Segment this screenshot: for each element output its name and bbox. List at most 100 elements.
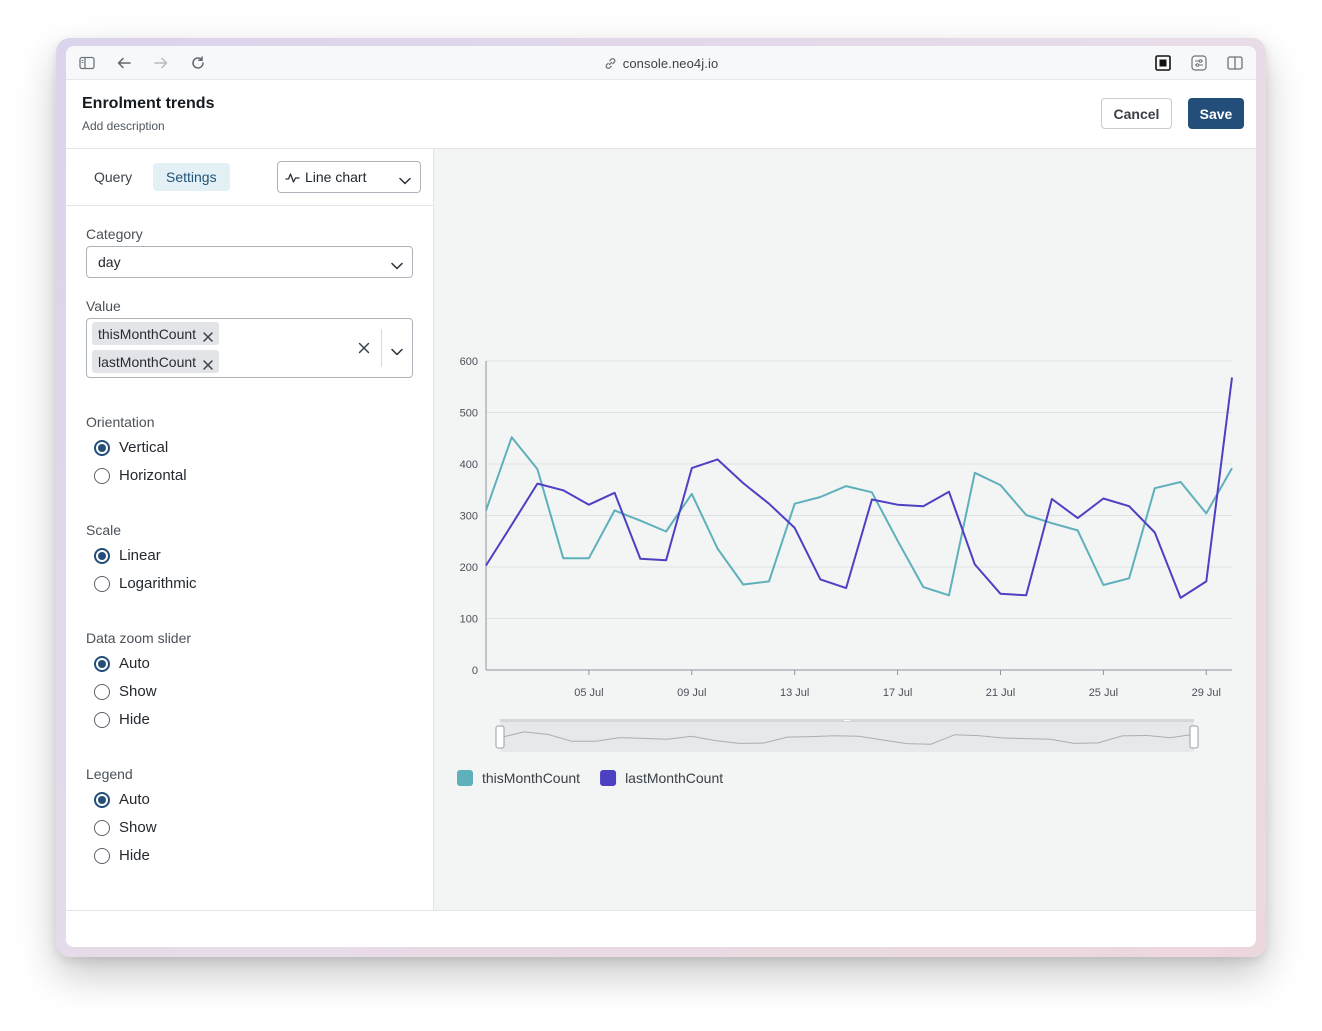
chart-type-value: Line chart <box>305 169 367 185</box>
radio-circle[interactable] <box>94 575 110 592</box>
link-icon <box>604 57 617 73</box>
series-line-thisMonthCount <box>485 436 1233 597</box>
radio-scale-linear[interactable]: Linear <box>94 547 161 564</box>
radio-label: Linear <box>119 547 161 564</box>
grid-lines <box>485 360 1232 671</box>
data-zoom-slider[interactable] <box>495 719 1199 752</box>
orientation-label: Orientation <box>86 414 155 430</box>
address-bar[interactable]: console.neo4j.io <box>66 56 1256 73</box>
y-tick-label: 100 <box>460 614 478 626</box>
page-title[interactable]: Enrolment trends <box>82 95 215 112</box>
radio-orientation-horizontal[interactable]: Horizontal <box>94 467 187 484</box>
radio-circle[interactable] <box>94 791 110 808</box>
chevron-down-icon <box>399 172 411 188</box>
radio-legend-auto[interactable]: Auto <box>94 791 150 808</box>
zoom-preview-line <box>499 731 1195 745</box>
radio-label: Show <box>119 819 157 836</box>
x-tick-label: 05 Jul <box>574 687 603 699</box>
x-axis-ticks: 05 Jul 09 Jul 13 Jul 17 Jul 21 Jul 25 Jul 29 J… <box>574 670 1221 699</box>
save-button[interactable]: Save <box>1188 98 1244 129</box>
legend-swatch <box>457 770 473 786</box>
radio-zoom-auto[interactable]: Auto <box>94 655 150 672</box>
footer-bar <box>66 910 1256 947</box>
frame-icon[interactable] <box>1155 55 1171 71</box>
settings-panel: Query Settings Line chart Category day V… <box>66 149 434 910</box>
category-value: day <box>98 254 121 270</box>
y-axis-ticks: 0 100 200 300 400 500 600 <box>460 356 478 677</box>
tab-query[interactable]: Query <box>94 169 133 185</box>
radio-zoom-hide[interactable]: Hide <box>94 711 150 728</box>
line-chart-icon <box>285 171 300 183</box>
x-tick-label: 17 Jul <box>883 687 912 699</box>
zoom-handle-right[interactable] <box>1189 725 1199 749</box>
radio-legend-show[interactable]: Show <box>94 819 157 836</box>
zoom-label: Data zoom slider <box>86 630 192 646</box>
add-description-link[interactable]: Add description <box>82 119 165 133</box>
browser-toolbar: console.neo4j.io <box>66 46 1256 80</box>
radio-circle[interactable] <box>94 711 110 728</box>
category-select[interactable]: day <box>86 246 413 278</box>
back-arrow-icon[interactable] <box>116 55 132 71</box>
radio-circle[interactable] <box>94 467 110 484</box>
y-tick-label: 300 <box>460 511 478 523</box>
radio-circle[interactable] <box>94 819 110 836</box>
radio-circle[interactable] <box>94 683 110 700</box>
value-chip: lastMonthCount <box>92 350 220 373</box>
chevron-down-icon[interactable] <box>391 343 403 361</box>
reload-icon[interactable] <box>190 55 206 71</box>
radio-orientation-vertical[interactable]: Vertical <box>94 439 168 456</box>
page-header: Enrolment trends Add description Cancel … <box>66 80 1256 149</box>
legend-label: Legend <box>86 766 133 782</box>
radio-label: Auto <box>119 791 150 808</box>
x-tick-label: 25 Jul <box>1089 687 1118 699</box>
radio-circle[interactable] <box>94 547 110 564</box>
legend-label: thisMonthCount <box>482 770 580 786</box>
tab-bar: Query Settings Line chart <box>66 149 433 206</box>
radio-label: Logarithmic <box>119 575 197 592</box>
zoom-handle-left[interactable] <box>495 725 505 749</box>
scale-label: Scale <box>86 522 122 538</box>
x-tick-label: 09 Jul <box>677 687 706 699</box>
x-tick-label: 21 Jul <box>986 687 1015 699</box>
radio-label: Hide <box>119 847 150 864</box>
browser-window: console.neo4j.io Enrolment trends Add de… <box>66 46 1256 947</box>
cancel-button[interactable]: Cancel <box>1101 98 1172 129</box>
radio-label: Hide <box>119 711 150 728</box>
legend-item: lastMonthCount <box>600 770 723 786</box>
series-line-lastMonthCount <box>485 377 1233 599</box>
radio-circle[interactable] <box>94 847 110 864</box>
split-view-icon[interactable] <box>1227 55 1243 71</box>
radio-label: Vertical <box>119 439 169 456</box>
legend-label: lastMonthCount <box>625 770 723 786</box>
forward-arrow-icon[interactable] <box>153 55 169 71</box>
tab-settings[interactable]: Settings <box>153 163 230 191</box>
sliders-icon[interactable] <box>1191 55 1207 71</box>
legend-swatch <box>600 770 617 786</box>
radio-circle[interactable] <box>94 655 110 672</box>
value-multiselect[interactable]: thisMonthCount lastMonthCount <box>86 318 413 378</box>
legend-item: thisMonthCount <box>457 770 580 786</box>
radio-label: Horizontal <box>119 467 187 484</box>
chevron-down-icon <box>391 257 403 273</box>
chart-type-select[interactable]: Line chart <box>277 161 421 193</box>
url-text: console.neo4j.io <box>622 56 719 71</box>
radio-scale-logarithmic[interactable]: Logarithmic <box>94 575 197 592</box>
y-tick-label: 500 <box>460 408 478 420</box>
radio-label: Show <box>119 683 157 700</box>
category-label: Category <box>86 226 143 242</box>
radio-circle[interactable] <box>94 439 110 456</box>
divider <box>381 329 382 367</box>
radio-zoom-show[interactable]: Show <box>94 683 157 700</box>
chart-legend: thisMonthCount lastMonthCount <box>457 770 723 786</box>
clear-all-icon[interactable] <box>358 341 370 354</box>
series-lines <box>485 377 1233 599</box>
value-chip-label: lastMonthCount <box>98 353 197 370</box>
remove-chip-icon[interactable] <box>203 357 213 370</box>
x-tick-label: 13 Jul <box>780 687 809 699</box>
remove-chip-icon[interactable] <box>203 329 213 342</box>
line-chart: 0 100 200 300 400 500 600 05 Jul 09 Jul 13 Jul 17… <box>457 356 1233 786</box>
sidebar-toggle-icon[interactable] <box>79 55 95 71</box>
y-tick-label: 400 <box>460 459 478 471</box>
value-chip-label: thisMonthCount <box>98 325 197 342</box>
radio-legend-hide[interactable]: Hide <box>94 847 150 864</box>
